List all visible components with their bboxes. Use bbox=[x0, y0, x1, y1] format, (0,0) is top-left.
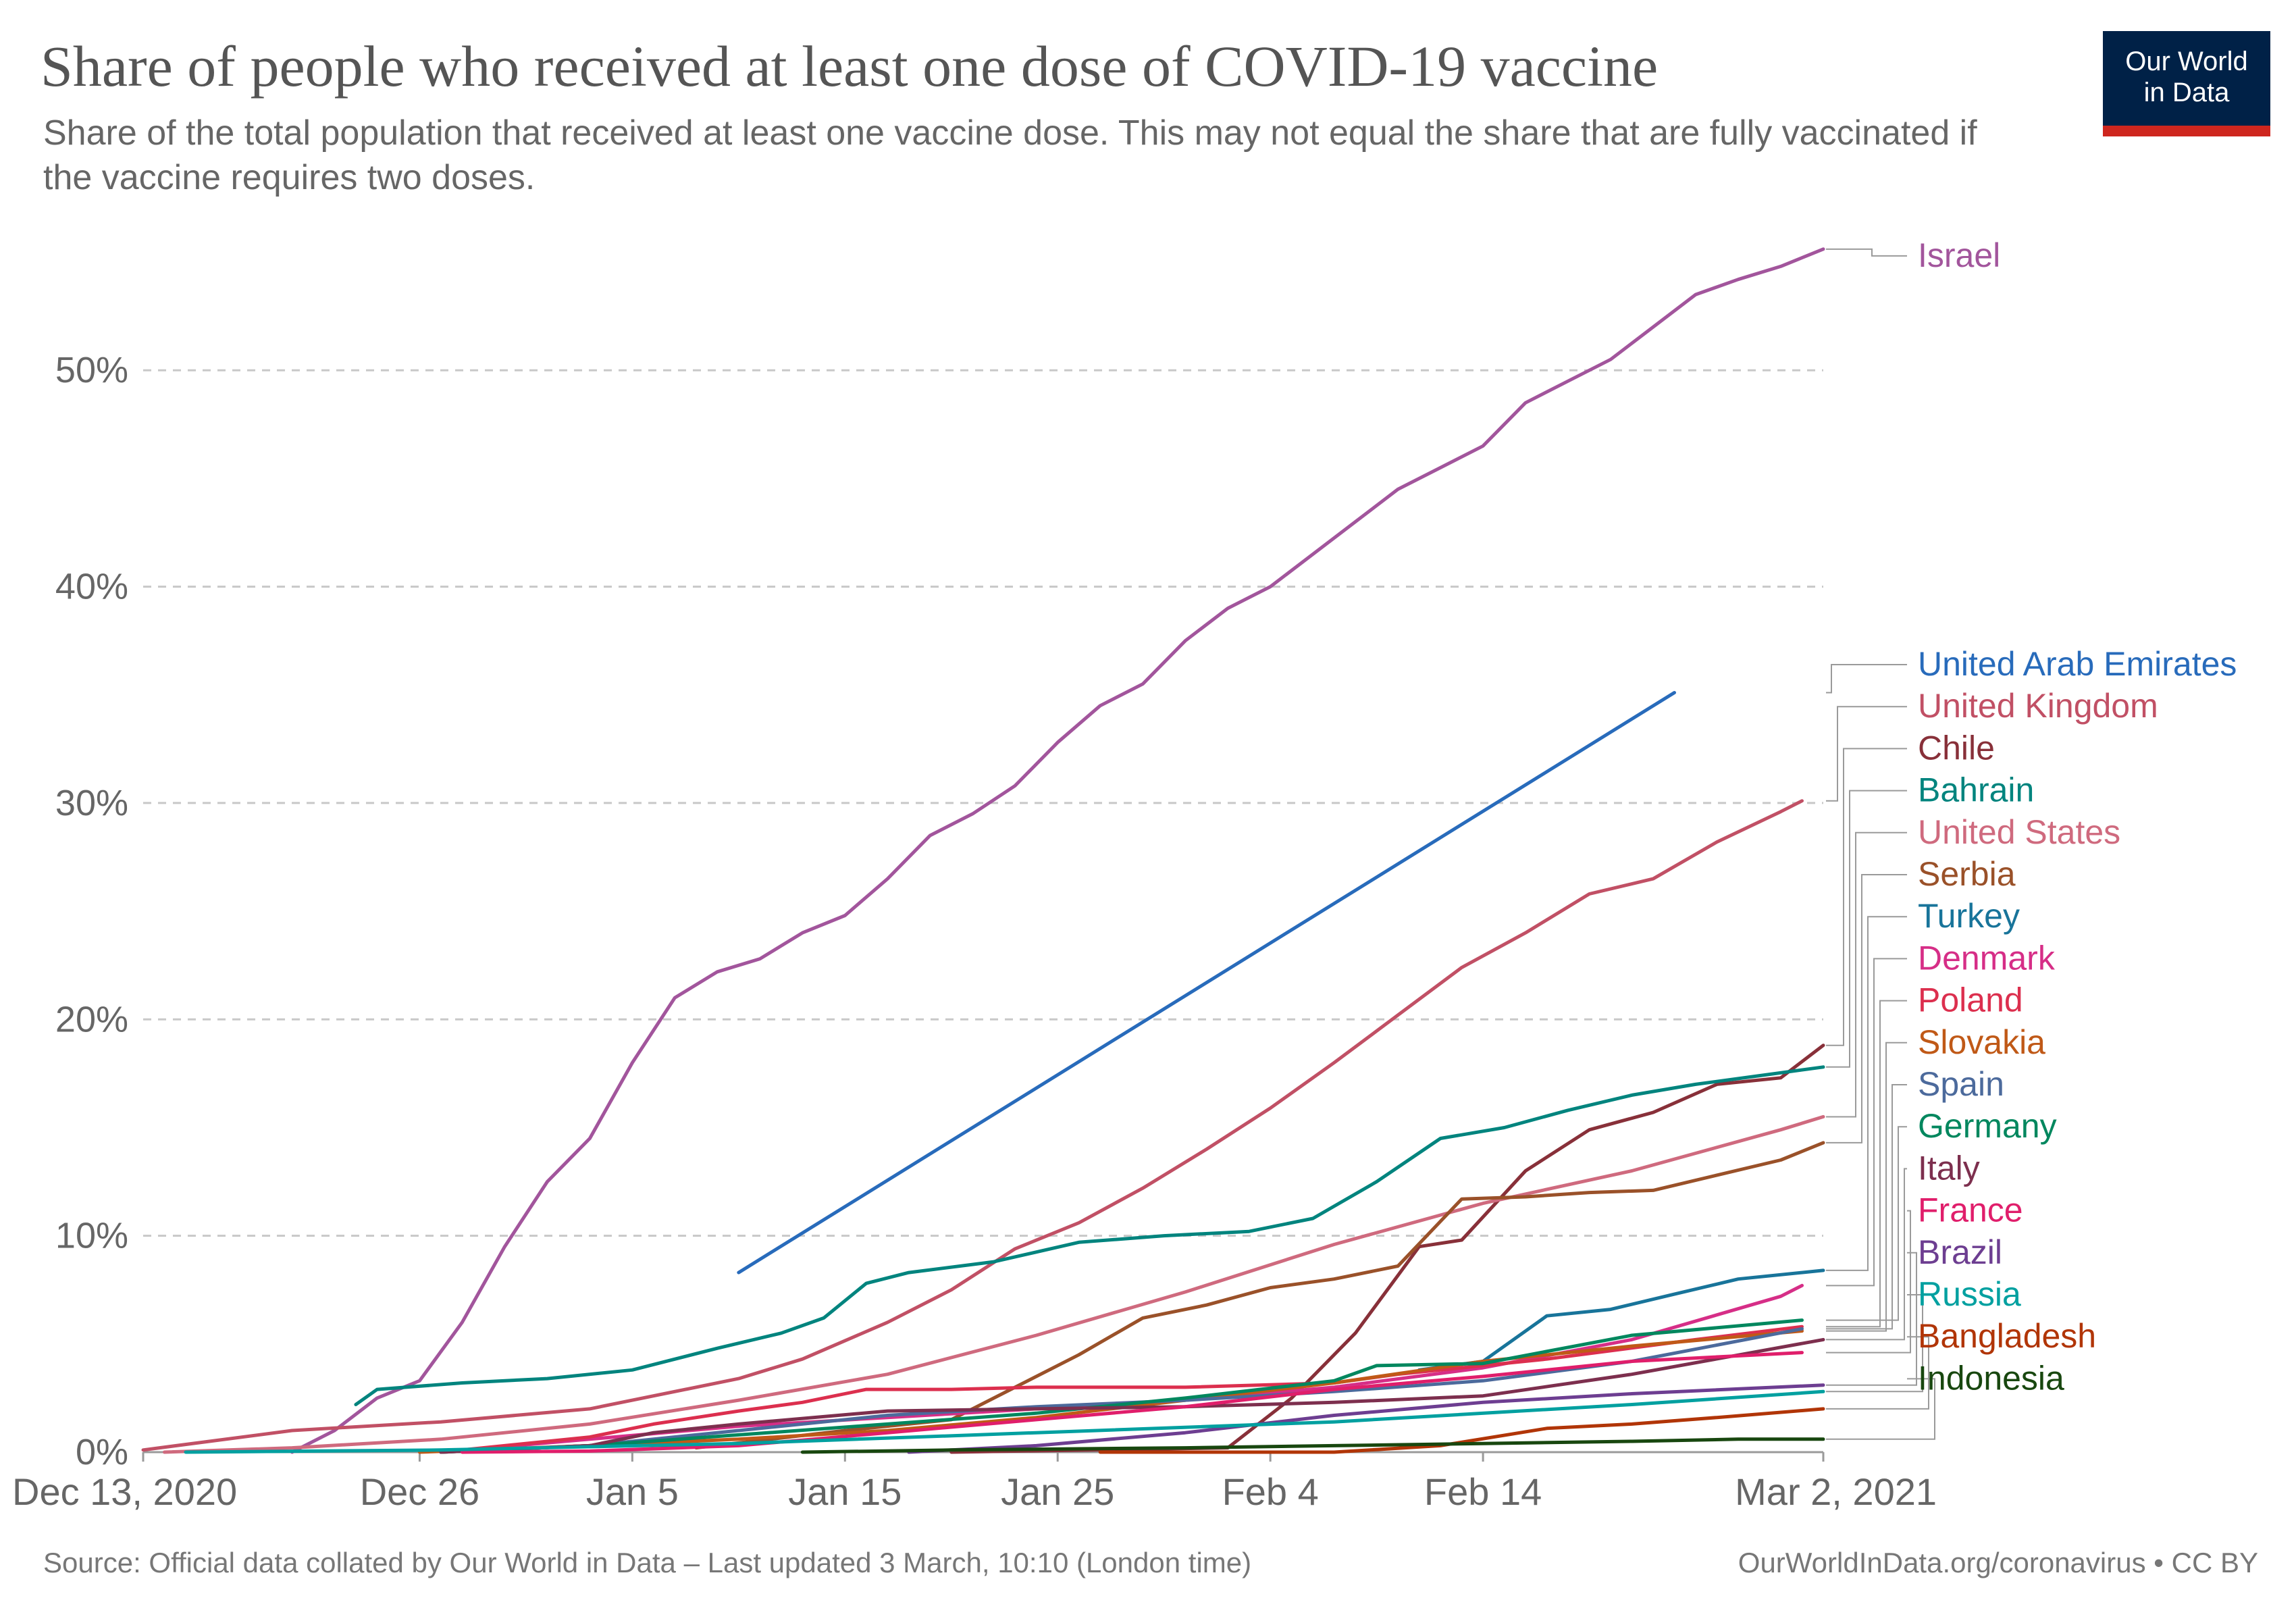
series-label-poland[interactable]: Poland bbox=[1918, 981, 2023, 1019]
gridlines bbox=[143, 369, 1823, 1237]
series-line-france[interactable] bbox=[460, 1351, 1804, 1454]
series-label-united-kingdom[interactable]: United Kingdom bbox=[1918, 687, 2158, 725]
label-connector bbox=[1826, 1210, 1911, 1354]
series-line-italy[interactable] bbox=[439, 1337, 1825, 1454]
x-tick-label: Feb 14 bbox=[1424, 1470, 1542, 1513]
series-label-bangladesh[interactable]: Bangladesh bbox=[1918, 1317, 2096, 1355]
y-tick-label: 50% bbox=[55, 350, 128, 390]
label-connector bbox=[1826, 748, 1907, 1046]
series-line-brazil[interactable] bbox=[907, 1383, 1825, 1454]
label-connector bbox=[1826, 1041, 1907, 1332]
owid-logo[interactable]: Our World in Data bbox=[2103, 31, 2270, 136]
y-tick-label: 30% bbox=[55, 783, 128, 823]
label-connector bbox=[1826, 1252, 1917, 1386]
label-connector bbox=[1826, 958, 1907, 1287]
x-tick-label: Jan 5 bbox=[586, 1470, 679, 1513]
series-label-germany[interactable]: Germany bbox=[1918, 1107, 2057, 1145]
series-line-germany[interactable] bbox=[439, 1318, 1804, 1454]
series-label-brazil[interactable]: Brazil bbox=[1918, 1233, 2002, 1271]
label-connector bbox=[1826, 1378, 1935, 1440]
series-line-spain[interactable] bbox=[439, 1327, 1804, 1454]
logo-line-1: Our World bbox=[2125, 47, 2248, 76]
series-line-bahrain[interactable] bbox=[354, 1065, 1825, 1406]
x-tick-label: Mar 2, 2021 bbox=[1735, 1470, 1937, 1513]
series-label-bahrain[interactable]: Bahrain bbox=[1918, 771, 2034, 809]
series-label-united-states[interactable]: United States bbox=[1918, 813, 2120, 851]
x-tick-label: Dec 13, 2020 bbox=[12, 1470, 237, 1513]
series-line-russia[interactable] bbox=[184, 1389, 1825, 1454]
series-label-chile[interactable]: Chile bbox=[1918, 729, 1995, 767]
label-connector bbox=[1826, 248, 1907, 257]
series-line-chile[interactable] bbox=[949, 1044, 1825, 1454]
series-label-italy[interactable]: Italy bbox=[1918, 1149, 1980, 1187]
y-tick-label: 0% bbox=[76, 1432, 128, 1472]
label-connector bbox=[1826, 664, 1907, 694]
x-tick-label: Dec 26 bbox=[360, 1470, 479, 1513]
chart-subtitle: Share of the total population that recei… bbox=[43, 113, 1977, 197]
series-line-poland[interactable] bbox=[439, 1324, 1804, 1454]
y-tick-label: 10% bbox=[55, 1216, 128, 1256]
y-tick-label: 40% bbox=[55, 567, 128, 607]
label-connector bbox=[1826, 916, 1907, 1271]
label-connector bbox=[1826, 831, 1907, 1118]
x-tick-label: Jan 25 bbox=[1001, 1470, 1114, 1513]
label-connector bbox=[1826, 1084, 1907, 1330]
series-label-france[interactable]: France bbox=[1918, 1191, 2023, 1229]
chart-title: Share of people who received at least on… bbox=[41, 34, 1659, 99]
series-label-indonesia[interactable]: Indonesia bbox=[1918, 1359, 2064, 1397]
label-connector bbox=[1826, 1126, 1907, 1321]
series-line-serbia[interactable] bbox=[694, 1141, 1825, 1450]
series-labels: Israel United Arab Emirates United Kingdom… bbox=[1826, 236, 2237, 1440]
series-line-slovakia[interactable] bbox=[417, 1329, 1804, 1454]
label-connector bbox=[1826, 1168, 1907, 1341]
footer-link[interactable]: OurWorldInData.org/coronavirus • CC BY bbox=[1738, 1547, 2258, 1578]
series-line-indonesia[interactable] bbox=[800, 1437, 1825, 1454]
series-label-spain[interactable]: Spain bbox=[1918, 1065, 2004, 1103]
x-tick-label: Feb 4 bbox=[1222, 1470, 1319, 1513]
series-label-turkey[interactable]: Turkey bbox=[1918, 897, 2020, 935]
series-line-united-states[interactable] bbox=[163, 1114, 1825, 1454]
series-label-serbia[interactable]: Serbia bbox=[1918, 855, 2016, 893]
label-connector bbox=[1826, 790, 1907, 1068]
series-label-russia[interactable]: Russia bbox=[1918, 1275, 2021, 1313]
series-line-israel[interactable] bbox=[290, 247, 1825, 1454]
y-tick-label: 20% bbox=[55, 999, 128, 1039]
series-line-united-kingdom[interactable] bbox=[141, 799, 1804, 1452]
source-note: Source: Official data collated by Our Wo… bbox=[43, 1547, 1252, 1578]
logo-line-2: in Data bbox=[2143, 78, 2230, 107]
series-label-united-arab-emirates[interactable]: United Arab Emirates bbox=[1918, 645, 2237, 683]
label-connector bbox=[1826, 706, 1907, 802]
logo-accent-bar bbox=[2103, 126, 2270, 136]
x-tick-label: Jan 15 bbox=[788, 1470, 902, 1513]
label-connector bbox=[1826, 1294, 1923, 1393]
label-connector bbox=[1826, 874, 1907, 1143]
axes: 0% 10% 20% 30% 40% 50% Dec 13, 2020 Dec 26 Jan 5… bbox=[12, 350, 1937, 1513]
series-line-bangladesh[interactable] bbox=[1098, 1407, 1825, 1454]
label-connector bbox=[1826, 1000, 1907, 1328]
series-label-denmark[interactable]: Denmark bbox=[1918, 939, 2056, 977]
series-label-slovakia[interactable]: Slovakia bbox=[1918, 1023, 2045, 1061]
series-lines bbox=[141, 247, 1825, 1454]
label-connector bbox=[1826, 1336, 1929, 1410]
series-line-united-arab-emirates[interactable] bbox=[737, 691, 1676, 1275]
series-label-israel[interactable]: Israel bbox=[1918, 236, 2000, 274]
